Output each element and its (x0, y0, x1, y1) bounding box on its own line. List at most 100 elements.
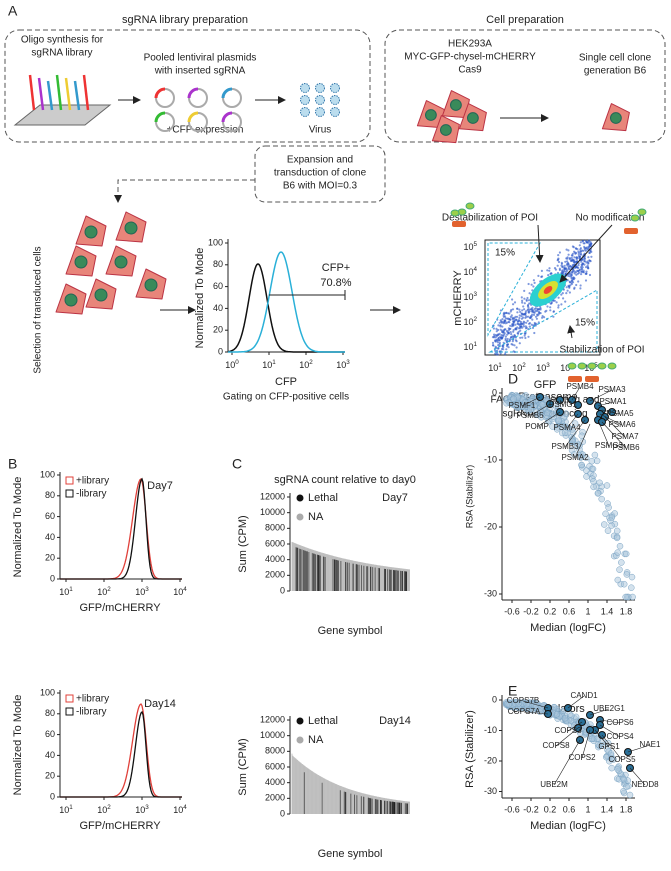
label: 1.4 (601, 804, 614, 814)
event (528, 302, 531, 305)
point (503, 399, 510, 407)
event (557, 296, 560, 299)
event (499, 325, 502, 328)
point (588, 735, 596, 742)
label: PSMA3 (598, 385, 626, 394)
label: -library (76, 707, 107, 718)
event (578, 269, 581, 272)
label: +library (76, 694, 109, 705)
point (626, 791, 634, 799)
event (588, 273, 592, 277)
label: 60 (45, 729, 55, 739)
label: 12000 (260, 714, 285, 724)
event (502, 312, 505, 315)
event (501, 337, 504, 340)
tick-label: 103 (463, 291, 477, 303)
gfp (607, 362, 617, 370)
legend-swatch (65, 707, 74, 716)
event (569, 265, 572, 268)
label: 8000 (265, 523, 285, 533)
event (509, 324, 512, 327)
event (519, 322, 522, 325)
event (568, 291, 572, 294)
event (517, 327, 521, 330)
leader (564, 419, 586, 448)
label: GFP/mCHERRY (79, 602, 161, 614)
event (498, 343, 501, 346)
leader (601, 421, 627, 449)
event (543, 316, 546, 319)
event (527, 299, 531, 302)
event (590, 255, 593, 258)
event (534, 315, 538, 318)
event (518, 316, 521, 320)
event (514, 315, 517, 318)
tick-label: 102 (512, 362, 526, 374)
event (519, 329, 522, 332)
point (523, 701, 531, 708)
point (591, 451, 599, 459)
curve-minus (60, 477, 182, 580)
event (558, 267, 562, 270)
leader (589, 389, 613, 402)
oligo (37, 77, 45, 111)
event (572, 276, 575, 279)
label: GFP (534, 379, 557, 391)
gfp (597, 362, 607, 370)
label: 0 (50, 573, 55, 583)
label: +CFP expression (167, 125, 244, 136)
point (539, 401, 547, 408)
event (531, 318, 534, 321)
event (540, 269, 544, 272)
label: 12000 (260, 491, 285, 501)
label: Gene symbol (318, 848, 383, 860)
label: NEDD8 (631, 780, 659, 789)
event (566, 289, 569, 292)
virus (315, 83, 325, 93)
event (510, 333, 513, 336)
label: PSMB6 (612, 443, 640, 452)
event (586, 264, 589, 267)
label: PSMA5 (606, 409, 634, 418)
tick-base: 10 (463, 242, 473, 252)
leader (594, 729, 610, 748)
oligo (64, 77, 72, 111)
event (504, 353, 507, 356)
event (527, 308, 530, 311)
event (548, 269, 551, 272)
tick-base: 10 (463, 292, 473, 302)
legend-swatch (65, 694, 74, 703)
label: CFP+ (322, 262, 350, 274)
event (553, 267, 557, 270)
event (525, 298, 528, 301)
label: Gene symbol (318, 625, 383, 637)
event (584, 239, 587, 242)
event (515, 346, 518, 349)
event (567, 263, 570, 266)
event (497, 337, 500, 340)
virus (300, 83, 310, 93)
event (579, 247, 583, 250)
curve-cfp (228, 251, 345, 353)
insert (187, 111, 199, 123)
expansion-box (254, 145, 386, 203)
point (512, 402, 519, 409)
label: 6000 (265, 761, 285, 771)
tick-base: 10 (463, 317, 473, 327)
label: NAE1 (640, 740, 661, 749)
label: 0 (492, 694, 497, 704)
label: Cas9 (458, 65, 482, 76)
event (584, 279, 588, 282)
label: C (232, 456, 242, 472)
event (513, 350, 516, 354)
event (521, 336, 524, 339)
event (587, 256, 590, 259)
tick-exp: 1 (69, 586, 73, 593)
event (501, 325, 504, 328)
event (576, 272, 580, 275)
event (512, 321, 515, 324)
event (584, 272, 587, 275)
event (557, 306, 560, 309)
leader (555, 727, 579, 747)
gfp (567, 362, 577, 370)
